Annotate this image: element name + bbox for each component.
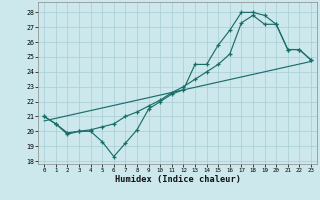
- X-axis label: Humidex (Indice chaleur): Humidex (Indice chaleur): [115, 175, 241, 184]
